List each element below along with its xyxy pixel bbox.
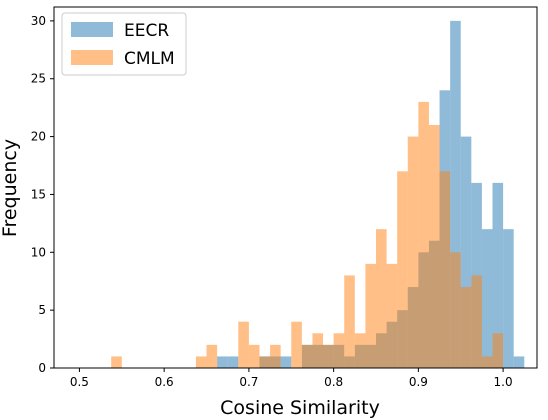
bar-cmlm-15 [376, 229, 387, 368]
y-tick-label: 15 [31, 187, 46, 201]
y-tick-label: 10 [31, 245, 46, 259]
bar-cmlm-21 [439, 171, 451, 368]
bar-eecr-1 [227, 356, 239, 368]
y-tick-label: 0 [38, 361, 46, 375]
legend: EECR CMLM [61, 12, 187, 76]
bar-eecr-24 [503, 229, 514, 368]
bar-eecr-21 [471, 182, 482, 368]
bar-cmlm-14 [365, 263, 376, 368]
x-tick-label: 0.9 [409, 375, 428, 389]
bar-cmlm-20 [428, 125, 440, 369]
bar-eecr-23 [492, 182, 504, 368]
bar-cmlm-23 [460, 287, 472, 368]
bar-eecr-22 [481, 229, 493, 368]
legend-label-cmlm: CMLM [124, 49, 175, 69]
bar-cmlm-10 [323, 344, 334, 368]
bar-cmlm-18 [407, 136, 419, 368]
bar-cmlm-19 [418, 101, 429, 368]
legend-swatch-cmlm [71, 50, 113, 65]
bar-cmlm-17 [397, 171, 408, 368]
bar-cmlm-3 [238, 321, 249, 368]
y-tick-label: 20 [31, 130, 46, 144]
axes-layer [53, 6, 538, 369]
bar-eecr-0 [217, 356, 228, 368]
legend-swatch-eecr [71, 22, 113, 37]
bar-cmlm-11 [333, 333, 345, 368]
plot-frame [53, 6, 538, 369]
bar-cmlm-13 [354, 333, 366, 368]
y-axis-label: Frequency [0, 139, 21, 237]
bar-cmlm-8 [301, 344, 313, 368]
bar-cmlm-24 [471, 275, 482, 368]
bar-cmlm-16 [386, 263, 398, 368]
bar-cmlm-22 [450, 252, 461, 368]
bar-cmlm-2 [206, 344, 218, 368]
y-tick-label: 25 [31, 72, 46, 86]
bar-cmlm-25 [481, 356, 493, 368]
bar-cmlm-7 [291, 321, 302, 368]
x-tick-label: 0.7 [239, 375, 258, 389]
bar-cmlm-26 [492, 333, 504, 368]
bar-cmlm-6 [270, 344, 281, 368]
x-tick-label: 0.5 [70, 375, 89, 389]
legend-label-eecr: EECR [124, 21, 169, 41]
y-tick-label: 30 [31, 14, 46, 28]
bar-cmlm-9 [312, 333, 324, 368]
y-tick-label: 5 [38, 303, 46, 317]
x-tick-label: 0.8 [324, 375, 343, 389]
bar-cmlm-0 [111, 356, 122, 368]
bar-cmlm-4 [248, 344, 260, 368]
bar-cmlm-12 [344, 275, 355, 368]
x-tick-label: 0.6 [155, 375, 174, 389]
bar-eecr-20 [460, 136, 472, 368]
bar-cmlm-1 [195, 356, 207, 368]
bar-cmlm-5 [259, 356, 271, 368]
x-axis-label: Cosine Similarity [220, 397, 380, 419]
ticks-layer: 0.5 0.6 0.7 0.8 0.9 1.0 0 5 10 15 20 25 30 [31, 14, 513, 389]
bars-layer [111, 20, 525, 369]
bar-eecr-25 [513, 356, 525, 368]
bar-eecr-4 [280, 356, 292, 368]
bar-eecr-19 [450, 20, 461, 368]
x-tick-label: 1.0 [494, 375, 513, 389]
